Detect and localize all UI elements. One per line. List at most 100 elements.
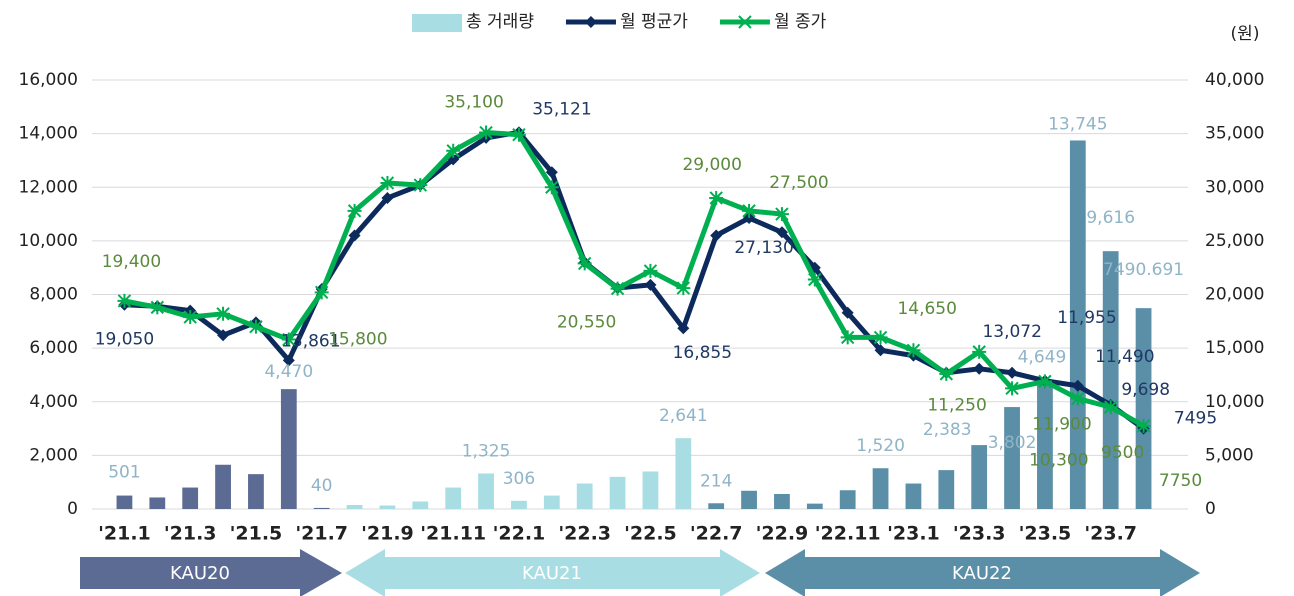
data-label: 11,900 — [1032, 414, 1091, 434]
legend-swatch — [412, 14, 462, 32]
data-label: 29,000 — [682, 155, 741, 175]
y-tick-label: 10,000 — [19, 231, 78, 251]
legend-label: 월 평균가 — [620, 12, 688, 32]
x-tick-label: '23.3 — [953, 523, 1006, 545]
bar — [478, 473, 494, 509]
data-label: 3,802 — [988, 433, 1037, 453]
bar — [971, 445, 988, 509]
x-tick-label: '22.5 — [624, 523, 677, 545]
bar — [938, 470, 955, 509]
data-label: 9,698 — [1121, 380, 1170, 400]
marker — [677, 322, 690, 335]
bar — [511, 500, 527, 509]
marker — [709, 190, 724, 205]
period-label: KAU22 — [952, 563, 1012, 584]
marker — [577, 256, 592, 271]
y2-tick-label: 10,000 — [1205, 392, 1264, 412]
data-label: 7490.691 — [1103, 260, 1184, 280]
marker — [479, 125, 494, 140]
data-label: 13,745 — [1048, 114, 1107, 134]
x-tick-label: '23.1 — [887, 523, 940, 545]
x-tick-label: '23.7 — [1084, 523, 1137, 545]
data-label: 7495 — [1174, 409, 1217, 429]
data-label: 501 — [108, 463, 140, 483]
marker — [281, 332, 296, 347]
marker — [216, 306, 231, 321]
data-label: 27,130 — [734, 238, 793, 258]
x-tick-label: '22.11 — [815, 523, 881, 545]
bar — [280, 389, 297, 509]
x-tick-label: '22.1 — [493, 523, 546, 545]
bar — [576, 483, 593, 509]
x-tick-label: '22.3 — [558, 523, 611, 545]
period-label: KAU21 — [522, 563, 582, 584]
y-tick-label: 14,000 — [19, 124, 78, 144]
marker — [643, 263, 658, 278]
line — [124, 129, 1146, 431]
marker — [413, 178, 428, 193]
bar — [1135, 308, 1152, 509]
y-tick-label: 12,000 — [19, 177, 78, 197]
marker — [282, 354, 295, 367]
x-tick-label: '22.7 — [690, 523, 743, 545]
marker — [1005, 381, 1020, 396]
marker — [874, 344, 887, 357]
marker — [381, 191, 394, 204]
marker — [348, 229, 361, 242]
x-tick-label: '21.1 — [98, 523, 151, 545]
data-label: 9500 — [1101, 443, 1144, 463]
data-label: 14,650 — [897, 299, 956, 319]
period-label: KAU20 — [170, 563, 230, 584]
data-label: 306 — [503, 469, 535, 489]
x-tick-label: '21.7 — [295, 523, 348, 545]
marker — [217, 329, 230, 342]
marker — [973, 362, 986, 375]
y2-tick-label: 0 — [1205, 499, 1216, 519]
marker — [117, 293, 132, 308]
marker — [1070, 391, 1085, 406]
marker — [1071, 379, 1084, 392]
y2-tick-label: 5,000 — [1205, 445, 1254, 465]
x-tick-label: '21.3 — [164, 523, 217, 545]
bar — [905, 483, 922, 509]
x-tick-label: '23.5 — [1019, 523, 1072, 545]
bar — [675, 438, 692, 509]
marker — [248, 319, 263, 334]
marker — [873, 330, 888, 345]
bar — [116, 495, 133, 509]
legend-label: 월 종가 — [774, 12, 827, 32]
y-tick-label: 4,000 — [29, 392, 78, 412]
bar — [609, 476, 626, 509]
y-tick-label: 6,000 — [29, 338, 78, 358]
bar — [215, 464, 231, 509]
y2-tick-label: 30,000 — [1205, 177, 1264, 197]
data-label: 7750 — [1159, 471, 1202, 491]
marker — [644, 278, 657, 291]
y2-tick-label: 35,000 — [1205, 124, 1264, 144]
data-label: 11,250 — [927, 395, 986, 415]
data-label: 13,072 — [982, 322, 1041, 342]
data-label: 4,470 — [264, 362, 313, 382]
bar — [806, 503, 823, 509]
marker — [807, 272, 822, 287]
marker — [742, 203, 757, 218]
data-label: 16,855 — [673, 343, 732, 363]
marker — [939, 366, 954, 381]
x-tick-label: '21.9 — [361, 523, 414, 545]
bar — [872, 468, 889, 509]
y-tick-label: 0 — [67, 499, 78, 519]
bar — [149, 497, 166, 509]
bar — [543, 495, 560, 509]
legend-label: 총 거래량 — [466, 12, 534, 32]
bar — [346, 504, 363, 509]
y-tick-label: 2,000 — [29, 445, 78, 465]
data-label: 1,520 — [856, 436, 905, 456]
bar — [642, 471, 659, 509]
marker — [1136, 418, 1151, 433]
data-label: 19,400 — [102, 252, 161, 272]
x-tick-label: '21.5 — [230, 523, 283, 545]
y-tick-label: 8,000 — [29, 285, 78, 305]
data-label: 11,490 — [1095, 347, 1154, 367]
marker — [347, 203, 362, 218]
